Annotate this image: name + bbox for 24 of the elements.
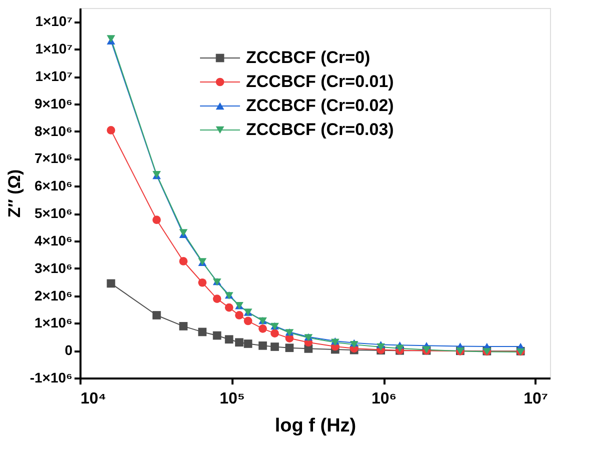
y-tick-label: 7×10⁶ [34, 150, 72, 166]
y-tick-label: 3×10⁶ [34, 260, 72, 276]
y-tick-label: 1×10⁷ [35, 13, 73, 30]
x-tick-label: 10⁴ [80, 390, 106, 408]
y-tick-label: 1×10⁶ [34, 314, 72, 331]
x-tick-label: 10⁵ [220, 390, 245, 408]
y-tick-label: 8×10⁶ [34, 122, 72, 139]
legend-label: ZCCBCF (Cr=0) [246, 48, 370, 67]
x-tick-label: 10⁶ [371, 390, 397, 408]
y-axis-title: Z″ (Ω) [4, 169, 24, 218]
y-tick-label: -1×10⁶ [30, 370, 72, 386]
y-tick-label: 9×10⁶ [34, 95, 72, 112]
y-tick-label: 5×10⁶ [34, 205, 72, 222]
y-tick-label: 1×10⁷ [35, 40, 73, 57]
y-tick-label: 4×10⁶ [34, 232, 72, 248]
y-tick-label: 6×10⁶ [34, 178, 72, 194]
x-tick-label: 10⁷ [524, 390, 548, 408]
legend-label: ZCCBCF (Cr=0.03) [246, 120, 394, 139]
legend-label: ZCCBCF (Cr=0.01) [246, 72, 394, 91]
y-tick-label: 1×10⁷ [35, 68, 73, 84]
y-tick-label: 0 [64, 342, 73, 358]
legend-label: ZCCBCF (Cr=0.02) [246, 96, 394, 115]
x-axis-title: log f (Hz) [274, 416, 356, 436]
y-tick-label: 2×10⁶ [34, 287, 72, 304]
